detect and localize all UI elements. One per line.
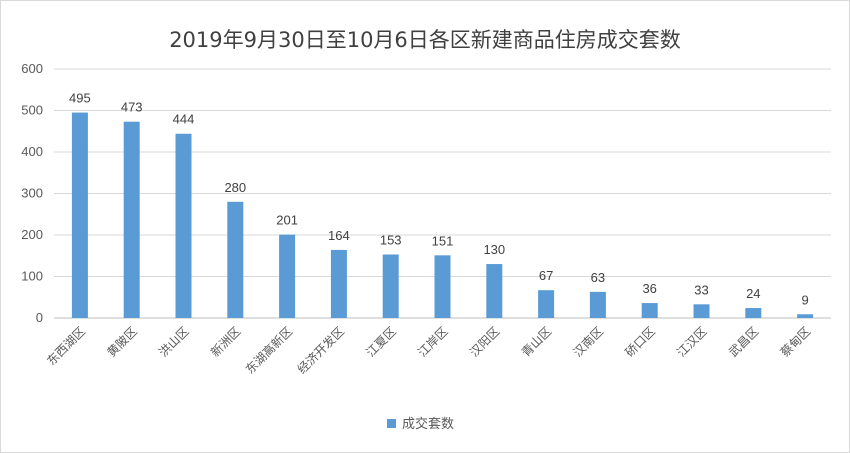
category-label: 洪山区	[156, 324, 191, 359]
data-label: 63	[591, 270, 605, 285]
category-label: 经济开发区	[294, 324, 347, 377]
data-label: 444	[173, 112, 195, 127]
bar	[330, 249, 347, 318]
y-tick-label: 600	[21, 61, 43, 76]
category-label: 蔡甸区	[778, 324, 813, 359]
bars	[71, 112, 814, 318]
data-label: 9	[801, 292, 808, 307]
y-tick-label: 0	[36, 310, 43, 325]
category-label: 东西湖区	[43, 324, 88, 369]
y-axis-ticks: 0 100 200 300 400 500 600	[21, 61, 43, 325]
category-label: 新洲区	[207, 324, 243, 360]
legend-swatch	[387, 419, 396, 428]
category-label: 青山区	[519, 324, 554, 359]
category-label: 江汉区	[674, 324, 709, 359]
legend-label: 成交套数	[402, 416, 454, 432]
category-label: 江岸区	[415, 324, 450, 359]
data-label: 201	[276, 213, 298, 228]
data-label: 33	[694, 282, 708, 297]
data-label: 130	[483, 242, 505, 257]
bar	[641, 303, 658, 318]
y-tick-label: 200	[21, 227, 43, 242]
y-tick-label: 400	[21, 144, 43, 159]
data-labels: 495 473 444 280 201 164 153 151 130 67 63 36 33 24 9	[69, 91, 809, 308]
data-label: 36	[642, 281, 656, 296]
bar	[797, 314, 814, 318]
bar	[693, 304, 710, 318]
legend: 成交套数	[387, 416, 454, 432]
category-label: 江夏区	[363, 324, 398, 359]
data-label: 24	[746, 286, 760, 301]
data-label: 495	[69, 91, 91, 106]
bar	[227, 201, 244, 318]
category-label: 汉阳区	[467, 324, 502, 359]
bar	[745, 308, 762, 318]
bar	[382, 254, 399, 318]
chart-title: 2019年9月30日至10月6日各区新建商品住房成交套数	[169, 28, 681, 52]
x-axis-categories: 东西湖区 黄陂区 洪山区 新洲区 东湖高新区 经济开发区 江夏区 江岸区 汉阳区 青山区 汉南区 硚口…	[43, 324, 813, 377]
data-label: 151	[432, 233, 454, 248]
category-label: 东湖高新区	[242, 324, 295, 377]
bar	[71, 112, 88, 318]
data-label: 280	[224, 180, 246, 195]
bar	[175, 133, 192, 318]
y-tick-label: 100	[21, 269, 43, 284]
category-label: 硚口区	[622, 324, 657, 359]
data-label: 473	[121, 100, 143, 115]
y-tick-label: 300	[21, 186, 43, 201]
bar	[279, 234, 296, 318]
data-label: 153	[380, 233, 402, 248]
bar	[123, 121, 140, 318]
category-label: 黄陂区	[104, 324, 140, 360]
bar	[486, 264, 503, 318]
data-label: 164	[328, 228, 350, 243]
category-label: 汉南区	[570, 324, 606, 360]
bar	[434, 255, 451, 318]
y-tick-label: 500	[21, 103, 43, 118]
bar	[589, 291, 606, 318]
category-label: 武昌区	[726, 324, 761, 359]
data-label: 67	[539, 268, 553, 283]
bar	[538, 290, 555, 318]
